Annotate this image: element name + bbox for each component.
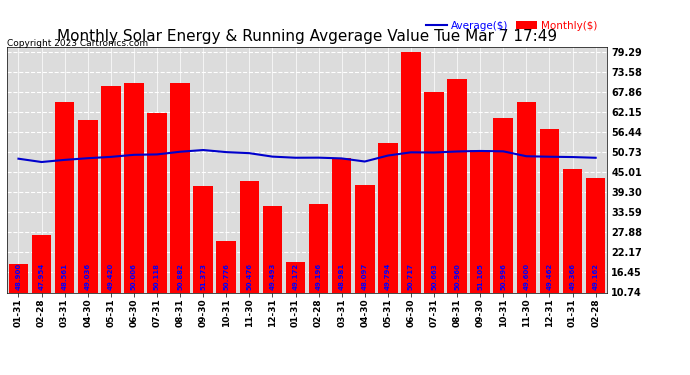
Bar xyxy=(517,102,536,330)
Text: 49.493: 49.493 xyxy=(269,262,275,290)
Bar xyxy=(32,236,51,330)
Bar xyxy=(9,264,28,330)
Text: 50.882: 50.882 xyxy=(177,263,183,290)
Bar xyxy=(563,169,582,330)
Bar xyxy=(193,186,213,330)
Text: 49.366: 49.366 xyxy=(569,263,575,290)
Bar xyxy=(263,206,282,330)
Bar xyxy=(540,129,560,330)
Bar xyxy=(309,204,328,330)
Text: 47.954: 47.954 xyxy=(39,262,45,290)
Text: 48.981: 48.981 xyxy=(339,262,345,290)
Text: Copyright 2023 Cartronics.com: Copyright 2023 Cartronics.com xyxy=(7,39,148,48)
Bar xyxy=(355,184,375,330)
Text: 51.105: 51.105 xyxy=(477,263,483,290)
Bar xyxy=(378,142,397,330)
Text: 48.900: 48.900 xyxy=(15,262,21,290)
Bar xyxy=(586,178,605,330)
Bar xyxy=(286,262,305,330)
Bar xyxy=(78,120,97,330)
Text: 48.097: 48.097 xyxy=(362,262,368,290)
Bar xyxy=(447,80,467,330)
Text: 49.600: 49.600 xyxy=(524,263,529,290)
Text: 49.420: 49.420 xyxy=(108,262,114,290)
Text: 51.373: 51.373 xyxy=(200,263,206,290)
Text: 50.776: 50.776 xyxy=(224,263,229,290)
Text: 50.476: 50.476 xyxy=(246,263,253,290)
Bar xyxy=(124,83,144,330)
Bar xyxy=(239,181,259,330)
Text: 50.118: 50.118 xyxy=(154,263,160,290)
Text: 50.006: 50.006 xyxy=(131,263,137,290)
Text: 48.561: 48.561 xyxy=(61,263,68,290)
Bar xyxy=(217,241,236,330)
Bar xyxy=(147,113,167,330)
Bar xyxy=(55,102,75,330)
Bar xyxy=(170,83,190,330)
Text: 49.196: 49.196 xyxy=(315,263,322,290)
Text: 50.960: 50.960 xyxy=(454,263,460,290)
Text: 50.717: 50.717 xyxy=(408,263,414,290)
Legend: Average($), Monthly($): Average($), Monthly($) xyxy=(422,16,602,35)
Bar xyxy=(401,52,421,330)
Text: 50.996: 50.996 xyxy=(500,263,506,290)
Bar xyxy=(471,150,490,330)
Text: 49.036: 49.036 xyxy=(85,263,90,290)
Bar xyxy=(493,118,513,330)
Title: Monthly Solar Energy & Running Avgerage Value Tue Mar 7 17:49: Monthly Solar Energy & Running Avgerage … xyxy=(57,29,557,44)
Text: 49.462: 49.462 xyxy=(546,263,553,290)
Bar xyxy=(332,158,351,330)
Bar xyxy=(424,92,444,330)
Bar xyxy=(101,87,121,330)
Text: 49.794: 49.794 xyxy=(385,262,391,290)
Text: 49.172: 49.172 xyxy=(293,263,299,290)
Text: 50.663: 50.663 xyxy=(431,263,437,290)
Text: 49.162: 49.162 xyxy=(593,263,599,290)
